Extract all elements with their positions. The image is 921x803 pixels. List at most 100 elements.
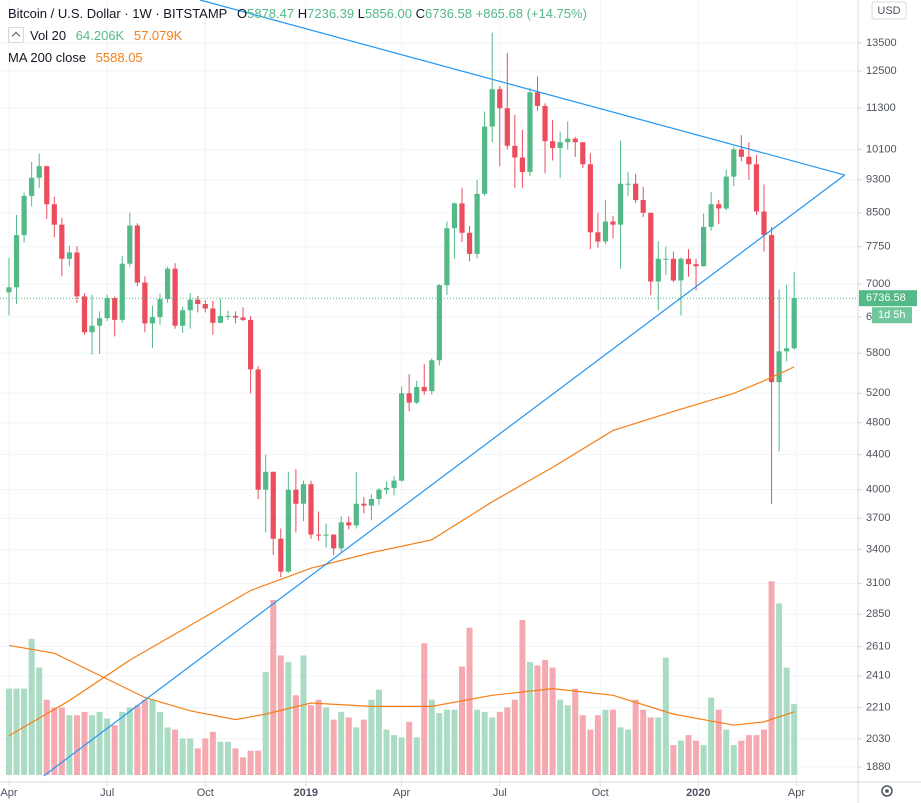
- volume-bar: [564, 705, 571, 775]
- volume-bar: [224, 741, 231, 775]
- candle-body: [701, 226, 707, 267]
- candle-body: [474, 193, 480, 254]
- ohlc-key: O: [236, 6, 248, 21]
- last-price-box: [859, 290, 917, 307]
- y-tick-label: 2610: [866, 640, 890, 652]
- candle-body: [542, 105, 548, 142]
- candle-body: [482, 126, 488, 194]
- candle-body: [406, 393, 412, 403]
- y-tick-label: 8500: [866, 207, 890, 219]
- candle-body: [731, 149, 737, 177]
- candle-body: [587, 164, 593, 233]
- candle-body: [504, 108, 510, 146]
- volume-bar: [187, 738, 194, 775]
- volume-ma-last: 57.079K: [133, 28, 183, 43]
- volume-bar: [202, 738, 209, 775]
- candle-body: [429, 360, 435, 392]
- ohlc: O5878.47 H7236.39 L5856.00 C6736.58: [237, 6, 476, 21]
- volume-bar: [647, 717, 654, 775]
- volume-bar: [655, 717, 662, 775]
- y-tick-label: 5200: [866, 387, 890, 399]
- volume-bar: [217, 741, 224, 775]
- candle-body: [180, 310, 186, 326]
- volume-bar: [194, 748, 201, 775]
- volume-bar: [164, 727, 171, 775]
- candle-body: [195, 299, 201, 305]
- y-tick-label: 7750: [866, 241, 890, 253]
- candle-body: [512, 145, 518, 158]
- volume-bar: [232, 748, 239, 775]
- volume-bar: [28, 638, 35, 775]
- volume-bar: [783, 667, 790, 775]
- y-tick-label: 9300: [866, 174, 890, 186]
- candle-body: [784, 348, 790, 352]
- candle-body: [421, 387, 427, 392]
- ohlc-key: C: [415, 6, 425, 21]
- y-tick-label: 4000: [866, 484, 890, 496]
- volume-bar: [436, 713, 443, 775]
- countdown-box: [872, 307, 912, 324]
- currency-box[interactable]: [871, 1, 907, 20]
- candle-body: [217, 315, 223, 323]
- y-tick-label: 13500: [866, 37, 897, 49]
- volume-bar: [323, 707, 330, 775]
- candle-body: [240, 317, 246, 320]
- volume-bar: [6, 688, 12, 775]
- y-tick-label: 2850: [866, 608, 890, 620]
- ma-title: MA 200 close: [8, 50, 87, 65]
- settings-icon[interactable]: [881, 785, 893, 797]
- volume-bar: [398, 737, 405, 775]
- volume-bar: [693, 740, 700, 775]
- candle-body: [557, 142, 563, 148]
- candle-body: [119, 263, 125, 320]
- candle-body: [519, 157, 525, 172]
- candle-body: [761, 211, 767, 236]
- candle-body: [383, 487, 390, 490]
- volume-bar: [421, 643, 428, 775]
- candle-body: [670, 258, 676, 281]
- candle-body: [791, 298, 797, 349]
- volume-bar: [126, 707, 133, 775]
- volume-bar: [579, 715, 586, 775]
- y-tick-label: 4400: [866, 449, 890, 461]
- y-tick-label: 10100: [866, 143, 897, 155]
- candle-body: [97, 318, 103, 326]
- candle-body: [353, 503, 359, 526]
- volume-bar: [262, 672, 269, 775]
- volume-bar: [119, 711, 126, 775]
- candle-body: [580, 142, 586, 165]
- collapse-toggle[interactable]: [8, 27, 24, 43]
- volume-bar: [353, 727, 360, 775]
- volume-bar: [149, 699, 156, 775]
- candle-body: [263, 471, 269, 490]
- volume-bar: [610, 709, 616, 775]
- volume-bar: [338, 711, 345, 775]
- candle-body: [300, 484, 307, 504]
- ma200-line: [8, 366, 795, 737]
- candle-body: [346, 522, 352, 526]
- currency-label: USD: [877, 5, 900, 17]
- volume-bar: [504, 707, 511, 775]
- candle-body: [746, 156, 752, 165]
- volume-bar: [36, 667, 43, 775]
- volume-ma-line: [8, 644, 795, 726]
- volume-bar: [557, 699, 564, 775]
- candle-body: [768, 235, 775, 383]
- ohlc-value: 5878.47: [247, 6, 295, 21]
- volume-bar: [670, 745, 677, 775]
- candle-body: [51, 204, 57, 225]
- candle-body: [338, 522, 344, 549]
- volume-bar: [330, 719, 337, 775]
- candle-body: [74, 252, 80, 297]
- volume-bar: [285, 662, 292, 775]
- ohlc-value: 5856.00: [364, 6, 412, 21]
- candle-body: [293, 489, 299, 504]
- candle-body: [534, 92, 541, 106]
- volume-row: Vol 20 64.206K 57.079K: [8, 25, 587, 47]
- volume-bar: [534, 665, 541, 775]
- candle-body: [255, 369, 261, 490]
- ohlc-key: H: [297, 6, 308, 21]
- trend-line: [199, 0, 845, 176]
- volume-bar: [677, 740, 684, 775]
- candle-body: [655, 258, 661, 282]
